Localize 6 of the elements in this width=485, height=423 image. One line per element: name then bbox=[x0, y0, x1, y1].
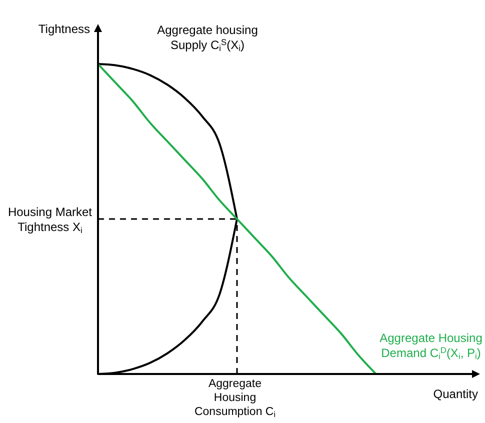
x-axis-title: Quantity bbox=[433, 387, 478, 401]
text: Aggregate Housing Consumption C$_{i}$ bbox=[194, 378, 276, 419]
y-axis-title: Tightness bbox=[38, 22, 90, 36]
ref-line-label: Housing Market Tightness X$_{i}$ bbox=[8, 205, 93, 235]
text: Aggregate Housing Demand C$_{i}$$^{D}$(X$_{i}$, P$_{i}$) bbox=[380, 331, 482, 361]
series-label: Aggregate housing Supply C$_{i}$$^{S}$(X$_{i}$) bbox=[157, 23, 258, 53]
